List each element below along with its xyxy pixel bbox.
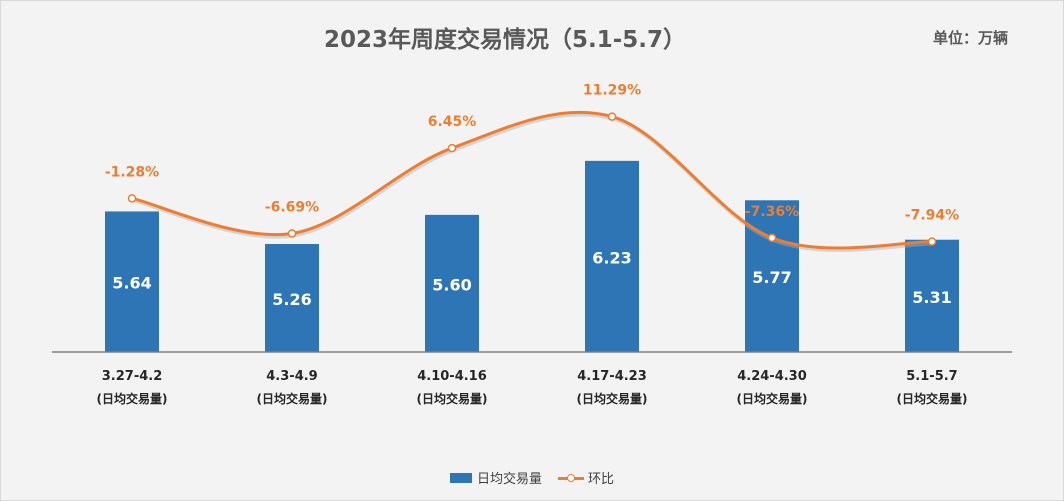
- bar-value-label-4: 5.77: [752, 268, 791, 287]
- line-point-5: [927, 237, 937, 246]
- bar-value-label-3: 6.23: [592, 248, 631, 267]
- line-point-0: [127, 194, 137, 203]
- legend-line-label: 环比: [588, 472, 615, 487]
- line-value-label-3: 11.29%: [583, 83, 641, 99]
- line-value-label-2: 6.45%: [428, 114, 477, 130]
- chart-title: 2023年周度交易情况（5.1-5.7）: [323, 27, 687, 53]
- bar-4: [745, 200, 799, 352]
- bar-2: [425, 214, 479, 352]
- bar-3: [585, 160, 639, 352]
- line-value-label-5: -7.94%: [905, 208, 959, 224]
- category-label-3: 4.17-4.23: [577, 369, 647, 384]
- line-point-4: [767, 233, 777, 243]
- bar-value-label-5: 5.31: [912, 288, 951, 307]
- bar-1: [265, 244, 319, 352]
- series-line-huanbi: [131, 110, 933, 250]
- category-label-4: 4.24-4.30: [737, 369, 807, 384]
- bar-0: [105, 211, 159, 352]
- line-value-label-1: -6.69%: [265, 199, 319, 215]
- legend-item-bar: 日均交易量: [449, 468, 542, 487]
- category-label-1: 4.3-4.9: [266, 369, 317, 384]
- legend-bar-swatch: [449, 472, 472, 483]
- category-sublabel-2: (日均交易量): [417, 391, 488, 406]
- bar-5: [905, 239, 959, 352]
- line-point-3: [607, 112, 617, 121]
- unit-label: 单位：万辆: [932, 29, 1008, 47]
- line-value-label-0: -1.28%: [105, 164, 159, 180]
- chart-legend: 日均交易量 环比: [0, 468, 1064, 487]
- category-sublabel-3: (日均交易量): [577, 391, 648, 406]
- line-point-1: [287, 229, 297, 238]
- bar-value-label-0: 5.64: [112, 274, 151, 293]
- line-point-2: [447, 143, 457, 153]
- bar-value-label-1: 5.26: [272, 290, 311, 309]
- line-value-label-4: -7.36%: [745, 204, 799, 220]
- category-sublabel-5: (日均交易量): [897, 391, 968, 406]
- category-sublabel-1: (日均交易量): [257, 391, 328, 406]
- legend-bar-label: 日均交易量: [476, 472, 542, 487]
- category-label-5: 5.1-5.7: [906, 369, 957, 384]
- legend-line-swatch: [558, 473, 584, 483]
- series-line-shadow: [132, 112, 934, 253]
- category-label-0: 3.27-4.2: [102, 369, 163, 384]
- category-sublabel-0: (日均交易量): [97, 391, 168, 406]
- bar-value-label-2: 5.60: [432, 275, 471, 294]
- category-sublabel-4: (日均交易量): [737, 391, 808, 406]
- legend-item-line: 环比: [558, 468, 614, 487]
- category-label-2: 4.10-4.16: [417, 369, 487, 384]
